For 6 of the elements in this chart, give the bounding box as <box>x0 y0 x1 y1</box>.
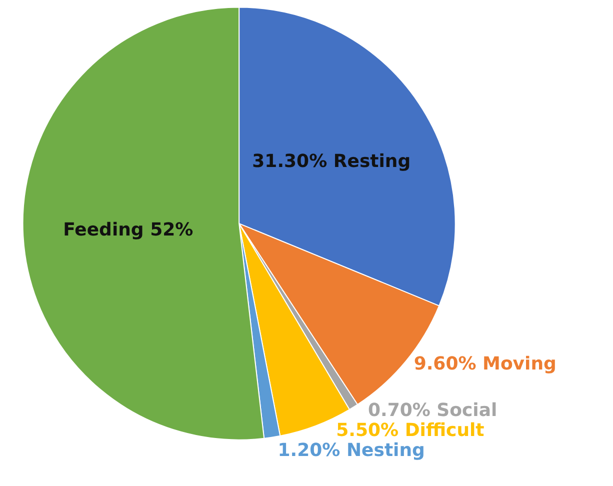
slice-label: Feeding 52% <box>63 219 194 240</box>
slice-label: 9.60% Moving <box>414 353 556 374</box>
slice-label: 1.20% Nesting <box>278 440 425 461</box>
slice-label: 0.70% Social <box>368 400 498 421</box>
slice-label: 31.30% Resting <box>252 151 411 172</box>
slice-label: 5.50% Difficult <box>336 420 485 441</box>
